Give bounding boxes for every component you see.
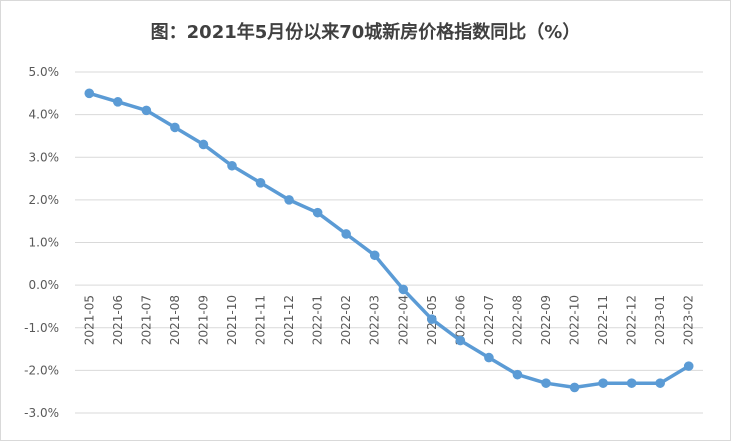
y-tick-label: 4.0% (29, 108, 60, 122)
data-point (113, 97, 123, 107)
data-point (512, 369, 523, 380)
x-tick-label: 2021-08 (168, 295, 182, 345)
data-point (170, 122, 180, 133)
x-axis-ticks: 2021-05 2021-06 2021-07 2021-08 2021-09 2021-… (82, 295, 695, 345)
x-tick-label: 2021-05 (82, 295, 96, 345)
data-point (312, 207, 323, 218)
data-point (626, 378, 637, 388)
y-tick-label: 5.0% (29, 65, 60, 79)
data-point (398, 284, 409, 295)
x-tick-label: 2022-11 (596, 295, 610, 345)
x-tick-label: 2023-01 (653, 295, 667, 345)
data-point (455, 335, 466, 346)
series-points (84, 88, 694, 393)
y-tick-label: 0.0% (29, 278, 60, 292)
x-tick-label: 2021-10 (225, 295, 239, 345)
x-tick-label: 2021-06 (111, 295, 125, 345)
x-tick-label: 2022-02 (339, 295, 353, 345)
data-point (484, 352, 494, 363)
y-tick-label: 2.0% (29, 193, 60, 207)
data-point (369, 250, 380, 261)
x-tick-label: 2022-04 (396, 295, 410, 345)
y-tick-label: -1.0% (24, 321, 59, 335)
series-line (87, 91, 691, 390)
data-point (569, 382, 580, 393)
x-tick-label: 2021-12 (282, 295, 296, 345)
data-point (198, 139, 209, 150)
x-tick-label: 2021-07 (139, 295, 153, 345)
data-point (284, 195, 294, 205)
x-tick-label: 2022-09 (539, 295, 553, 345)
x-tick-label: 2022-12 (625, 295, 639, 345)
data-point (683, 361, 694, 371)
x-tick-label: 2021-11 (254, 295, 268, 345)
x-tick-label: 2023-02 (682, 295, 696, 345)
y-tick-label: 1.0% (29, 236, 60, 250)
data-point (427, 314, 437, 325)
chart-title: 图：2021年5月份以来70城新房价格指数同比（%） (150, 22, 581, 43)
data-point (141, 105, 152, 116)
data-point (655, 378, 665, 388)
x-tick-label: 2021-09 (196, 295, 210, 345)
data-point (255, 178, 266, 188)
data-point (541, 378, 551, 388)
data-point (598, 378, 608, 388)
y-axis-ticks: -3.0% -2.0% -1.0% 0.0% 1.0% 2.0% 3.0% 4.0% 5.0% (24, 65, 59, 420)
data-point (227, 160, 237, 171)
x-tick-label: 2022-06 (453, 295, 467, 345)
x-tick-label: 2022-08 (510, 295, 524, 345)
y-tick-label: -2.0% (24, 363, 59, 377)
data-point (84, 88, 95, 99)
y-tick-label: 3.0% (29, 150, 60, 164)
x-tick-label: 2022-03 (368, 295, 382, 345)
y-tick-label: -3.0% (24, 406, 59, 420)
x-tick-label: 2022-10 (568, 295, 582, 345)
data-point (341, 229, 351, 239)
x-tick-label: 2022-07 (482, 295, 496, 345)
grid-lines (75, 71, 703, 414)
x-tick-label: 2022-01 (311, 295, 325, 345)
